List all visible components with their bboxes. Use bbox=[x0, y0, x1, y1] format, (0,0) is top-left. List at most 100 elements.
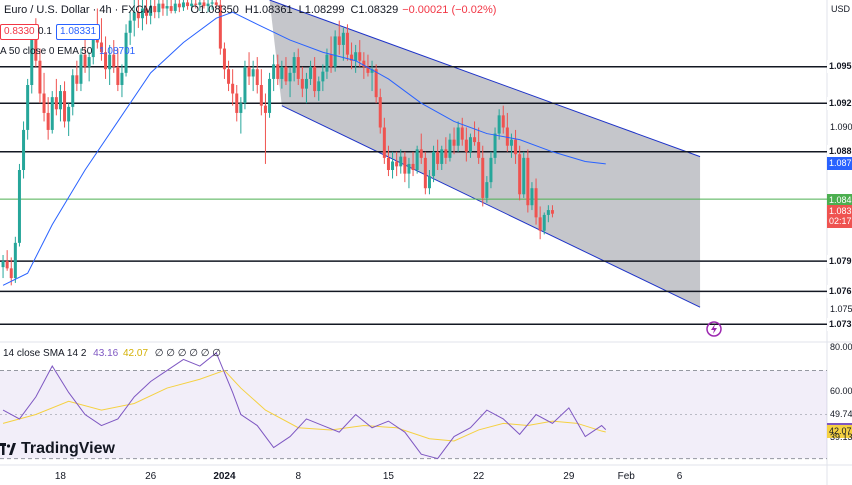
candle-body-96 bbox=[395, 161, 399, 167]
price-axis-label-1: 1.092 bbox=[827, 96, 852, 110]
ema-indicator-legend[interactable]: A 50 close 0 EMA 50 1.08701 bbox=[0, 46, 135, 57]
candle-body-36 bbox=[149, 6, 153, 16]
candle-body-68 bbox=[280, 66, 284, 79]
candle-body-47 bbox=[194, 3, 198, 5]
candle-body-34 bbox=[140, 8, 144, 19]
ohlc-low: L1.08299 bbox=[298, 4, 345, 16]
candle-body-74 bbox=[304, 78, 308, 89]
candle-body-3 bbox=[13, 242, 17, 279]
candle-body-82 bbox=[337, 36, 341, 45]
time-axis-label-0: 18 bbox=[54, 471, 66, 482]
candle-body-22 bbox=[91, 30, 95, 58]
candle-body-48 bbox=[198, 2, 202, 5]
candle-body-21 bbox=[87, 57, 91, 67]
candle-body-42 bbox=[173, 3, 177, 11]
candle-body-72 bbox=[296, 57, 300, 79]
candle-body-15 bbox=[63, 91, 67, 122]
candle-body-71 bbox=[292, 57, 296, 73]
candle-body-131 bbox=[538, 217, 542, 231]
candle-body-46 bbox=[190, 3, 194, 7]
candle-body-100 bbox=[411, 163, 415, 170]
candle-body-105 bbox=[432, 151, 436, 177]
candle-body-28 bbox=[116, 66, 120, 85]
candle-body-4 bbox=[17, 170, 21, 243]
candle-body-2 bbox=[9, 268, 13, 279]
candle-body-113 bbox=[464, 139, 468, 152]
symbol-title[interactable]: Euro / U.S. Dollar · 4h · FXCM bbox=[4, 4, 153, 16]
candle-body-90 bbox=[370, 69, 374, 73]
candle-body-130 bbox=[534, 188, 538, 218]
candle-body-10 bbox=[42, 93, 46, 113]
candle-body-58 bbox=[239, 103, 243, 113]
ema-indicator-label: A 50 close 0 EMA 50 bbox=[0, 46, 93, 57]
candle-body-50 bbox=[206, 3, 210, 7]
candle-body-116 bbox=[477, 142, 481, 158]
ema50-line bbox=[2, 11, 606, 286]
candle-body-11 bbox=[46, 112, 50, 130]
price-axis-label-5: 1.084 bbox=[827, 193, 852, 207]
candle-body-57 bbox=[235, 93, 239, 113]
candle-body-25 bbox=[104, 52, 108, 70]
candle-body-6 bbox=[26, 85, 30, 130]
sell-price-button[interactable]: 0.8330 bbox=[0, 24, 39, 40]
candle-body-29 bbox=[120, 72, 124, 85]
ohlc-open: O1.08350 bbox=[190, 4, 239, 16]
rsi-indicator-legend[interactable]: 14 close SMA 14 2 43.16 42.07 ∅ ∅ ∅ ∅ ∅ … bbox=[3, 348, 221, 359]
candle-body-84 bbox=[345, 32, 349, 55]
tradingview-logo-icon bbox=[0, 443, 16, 455]
candle-body-114 bbox=[468, 137, 472, 152]
rsi-band-fill bbox=[0, 370, 827, 459]
candle-body-24 bbox=[99, 42, 103, 53]
candle-body-39 bbox=[161, 3, 165, 9]
candle-body-126 bbox=[518, 154, 522, 195]
candle-body-87 bbox=[358, 52, 362, 61]
candle-body-134 bbox=[550, 210, 554, 214]
time-axis-label-5: 22 bbox=[473, 471, 485, 482]
candle-body-124 bbox=[509, 139, 513, 146]
candle-body-85 bbox=[350, 54, 354, 61]
candle-body-125 bbox=[514, 139, 518, 155]
candle-body-40 bbox=[165, 6, 169, 9]
candle-body-98 bbox=[403, 156, 407, 174]
candle-body-63 bbox=[259, 85, 263, 106]
currency-label[interactable]: USD bbox=[830, 4, 850, 14]
price-axis-label-4: 1.087 bbox=[827, 157, 852, 171]
candle-body-19 bbox=[79, 54, 83, 84]
alert-lightning-icon[interactable] bbox=[706, 321, 722, 337]
candle-body-118 bbox=[485, 182, 489, 198]
time-axis-label-1: 26 bbox=[145, 471, 157, 482]
ohlc-change: −0.00021 (−0.02%) bbox=[402, 4, 497, 16]
candle-body-53 bbox=[218, 4, 222, 49]
rsi-axis-label-2: 49.74 bbox=[830, 409, 852, 420]
candle-body-32 bbox=[132, 12, 136, 21]
candle-body-120 bbox=[493, 133, 497, 158]
candle-body-78 bbox=[321, 71, 325, 82]
candle-body-26 bbox=[108, 54, 112, 70]
price-axis-label-2: 1.090 bbox=[830, 121, 852, 132]
time-axis-label-7: Feb bbox=[617, 471, 635, 482]
candle-body-54 bbox=[222, 48, 226, 70]
ohlc-close: C1.08329 bbox=[350, 4, 399, 16]
candle-body-52 bbox=[214, 2, 218, 5]
ema-indicator-value: 1.08701 bbox=[99, 46, 136, 57]
candle-body-101 bbox=[415, 149, 419, 170]
symbol-info-bar: Euro / U.S. Dollar · 4h · FXCM O1.08350 … bbox=[0, 0, 496, 20]
ohlc-high: H1.08361 bbox=[244, 4, 293, 16]
rsi-value: 43.16 bbox=[93, 348, 119, 359]
candle-body-92 bbox=[378, 97, 382, 128]
rsi-sma-value: 42.07 bbox=[122, 348, 149, 359]
price-axis-label-0: 1.095 bbox=[827, 60, 852, 74]
candle-body-109 bbox=[448, 139, 452, 158]
candle-body-55 bbox=[227, 69, 231, 84]
alert-lightning-bolt bbox=[711, 324, 717, 334]
tradingview-logo[interactable]: TradingView bbox=[0, 440, 115, 458]
candle-body-104 bbox=[427, 176, 431, 189]
candle-body-129 bbox=[530, 188, 534, 206]
candle-body-62 bbox=[255, 69, 259, 85]
tradingview-logo-text: TradingView bbox=[21, 440, 115, 457]
buy-price-button[interactable]: 1.08331 bbox=[56, 24, 101, 40]
candle-body-133 bbox=[546, 210, 550, 215]
candle-body-41 bbox=[169, 6, 173, 11]
candle-body-43 bbox=[177, 3, 181, 8]
